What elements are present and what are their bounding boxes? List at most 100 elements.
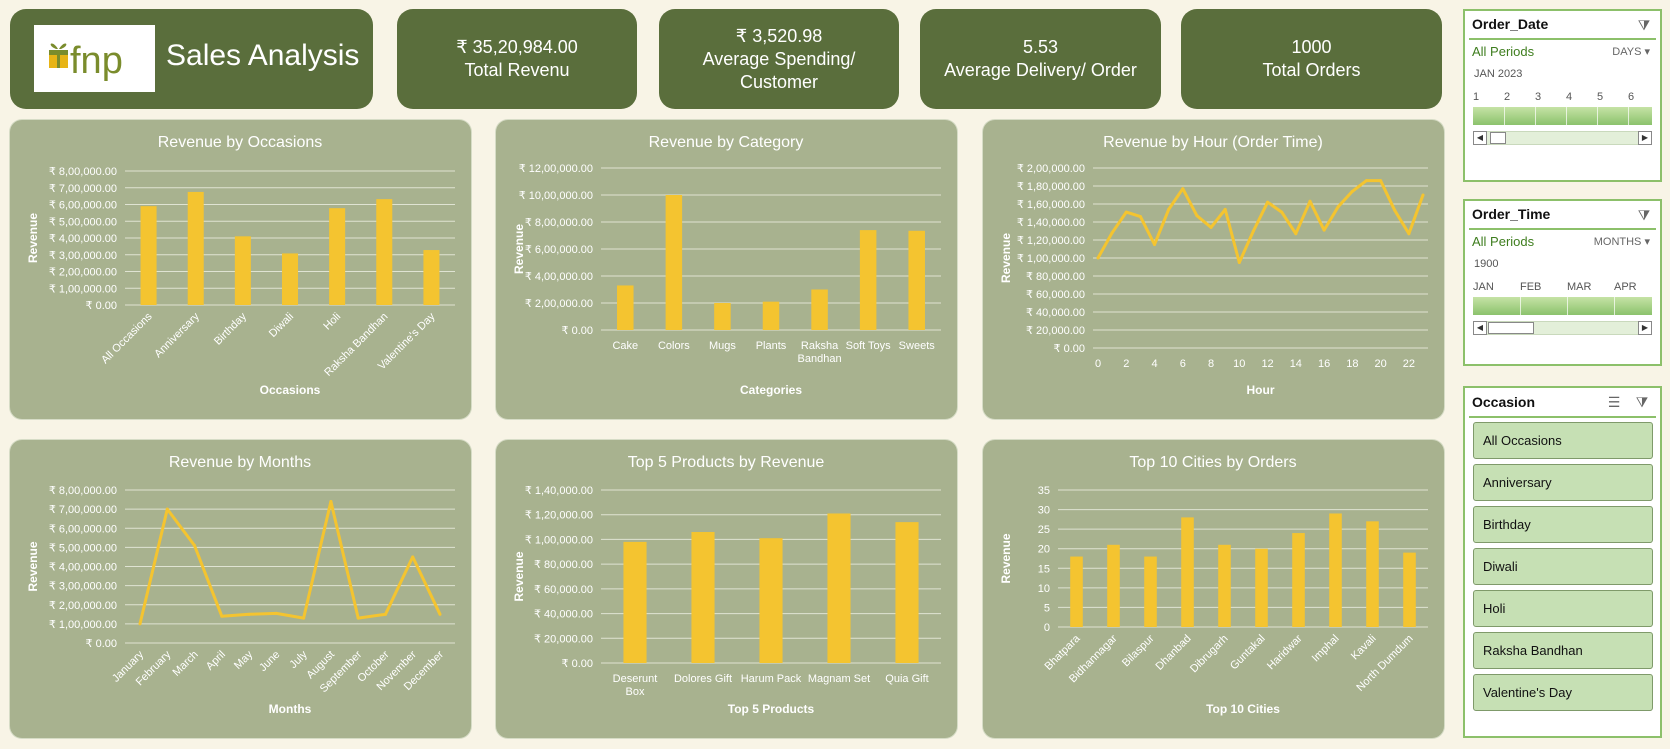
slicer-title: Occasion bbox=[1472, 394, 1536, 410]
chart-revenue-by-occasions[interactable]: Revenue by Occasions ₹ 0.00 ₹ 1,00,000.00 ₹… bbox=[10, 120, 471, 419]
bar bbox=[234, 236, 251, 305]
y-tick-label: ₹ 0.00 bbox=[86, 638, 117, 650]
chart-revenue-by-hour[interactable]: Revenue by Hour (Order Time) ₹ 0.00 ₹ 20,0… bbox=[983, 120, 1444, 419]
occasion-option[interactable]: Birthday bbox=[1473, 506, 1653, 543]
occasion-option[interactable]: Holi bbox=[1473, 590, 1653, 627]
x-tick-label: Harum Pack bbox=[741, 673, 802, 685]
bar bbox=[691, 532, 715, 663]
all-periods-link[interactable]: All Periods bbox=[1472, 44, 1535, 59]
x-tick-label: 8 bbox=[1208, 358, 1214, 370]
x-tick-label: 18 bbox=[1346, 358, 1358, 370]
bar bbox=[1107, 544, 1120, 627]
data-point bbox=[1407, 232, 1411, 236]
kpi-value: 5.53 bbox=[1022, 37, 1059, 57]
clear-filter-icon[interactable]: ⧩ bbox=[1637, 17, 1651, 33]
multi-select-icon[interactable]: ☰ bbox=[1607, 394, 1621, 410]
all-periods-link[interactable]: All Periods bbox=[1472, 234, 1535, 249]
timeline-scrollbar[interactable]: ◀ ▶ bbox=[1473, 321, 1652, 335]
kpi-label: Average Delivery/ Order bbox=[944, 60, 1137, 80]
chart-top10-cities[interactable]: Top 10 Cities by Orders 0 5 10 15 20 25 30 35 Rev… bbox=[983, 440, 1444, 738]
y-tick-label: ₹ 3,00,000.00 bbox=[49, 250, 117, 262]
scroll-right-icon[interactable]: ▶ bbox=[1638, 131, 1652, 145]
bar bbox=[1181, 517, 1194, 627]
slicer-order-time[interactable]: Order_Time ⧩ All Periods MONTHS ▾ 1900 J… bbox=[1463, 199, 1662, 366]
x-tick-label: Cake bbox=[612, 340, 638, 352]
timeline-bar[interactable] bbox=[1473, 297, 1652, 315]
y-axis-label: Revenue bbox=[26, 213, 40, 263]
clear-filter-icon[interactable]: ⧩ bbox=[1637, 207, 1651, 223]
x-tick-label: July bbox=[287, 648, 310, 671]
scroll-left-icon[interactable]: ◀ bbox=[1473, 131, 1487, 145]
chart-svg: Top 10 Cities by Orders 0 5 10 15 20 25 30 35 Rev… bbox=[999, 454, 1428, 716]
scroll-left-icon[interactable]: ◀ bbox=[1473, 321, 1487, 335]
x-tick-label: Anniversary bbox=[152, 310, 202, 360]
chart-title: Revenue by Category bbox=[649, 134, 804, 151]
slicer-occasion[interactable]: Occasion ☰ ⧩ All Occasions Anniversary Bir… bbox=[1463, 386, 1662, 738]
bar bbox=[1329, 513, 1342, 627]
chart-revenue-by-category[interactable]: Revenue by Category ₹ 0.00 ₹ 2,00,000.00 ₹ … bbox=[496, 120, 957, 419]
x-tick-label: 0 bbox=[1095, 358, 1101, 370]
y-tick-label: ₹ 1,00,000.00 bbox=[49, 283, 117, 295]
x-tick-label: Sweets bbox=[899, 340, 936, 352]
scroll-thumb[interactable] bbox=[1490, 132, 1506, 144]
data-point bbox=[329, 499, 333, 503]
chart-title: Revenue by Months bbox=[169, 454, 311, 471]
scroll-right-icon[interactable]: ▶ bbox=[1638, 321, 1652, 335]
kpi-value: 1000 bbox=[1291, 37, 1332, 57]
y-tick-label: 30 bbox=[1038, 505, 1050, 517]
x-tick-label: Box bbox=[626, 686, 645, 698]
data-point bbox=[247, 612, 251, 616]
y-tick-label: ₹ 3,00,000.00 bbox=[49, 581, 117, 593]
x-tick-label: June bbox=[257, 649, 282, 674]
kpi-value: ₹ 35,20,984.00 bbox=[456, 37, 578, 57]
slicer-order-date[interactable]: Order_Date ⧩ All Periods DAYS ▾ JAN 2023… bbox=[1463, 9, 1662, 182]
occasion-option[interactable]: All Occasions bbox=[1473, 422, 1653, 459]
bar bbox=[714, 303, 731, 330]
occasion-option[interactable]: Diwali bbox=[1473, 548, 1653, 585]
data-point bbox=[1195, 214, 1199, 218]
time-level-dropdown[interactable]: MONTHS ▾ bbox=[1594, 235, 1650, 248]
bar bbox=[1070, 556, 1083, 627]
timeline-bar[interactable] bbox=[1473, 107, 1652, 125]
bar bbox=[759, 538, 783, 663]
x-axis-label: Hour bbox=[1247, 383, 1275, 397]
y-tick-label: ₹ 5,00,000.00 bbox=[49, 542, 117, 554]
data-point bbox=[1124, 210, 1128, 214]
timeline-scrollbar[interactable]: ◀ ▶ bbox=[1473, 131, 1652, 145]
bar bbox=[859, 230, 877, 330]
x-tick-label: 14 bbox=[1290, 358, 1302, 370]
time-level-dropdown[interactable]: DAYS ▾ bbox=[1612, 45, 1650, 58]
y-axis-label: Revenue bbox=[999, 533, 1013, 583]
clear-filter-icon[interactable]: ⧩ bbox=[1635, 394, 1649, 410]
data-point bbox=[220, 614, 224, 618]
chart-top5-products[interactable]: Top 5 Products by Revenue ₹ 0.00 ₹ 20,000.… bbox=[496, 440, 957, 738]
data-point bbox=[1379, 179, 1383, 183]
divider bbox=[1469, 416, 1656, 418]
y-tick-label: 35 bbox=[1038, 485, 1050, 497]
x-tick-label: 6 bbox=[1180, 358, 1186, 370]
x-tick-label: Birthday bbox=[212, 310, 249, 347]
chart-revenue-by-months[interactable]: Revenue by Months ₹ 0.00 ₹ 1,00,000.00 ₹ 2,… bbox=[10, 440, 471, 738]
y-tick-label: ₹ 4,00,000.00 bbox=[525, 271, 593, 283]
occasion-option[interactable]: Valentine's Day bbox=[1473, 674, 1653, 711]
bar bbox=[665, 195, 683, 330]
divider bbox=[1469, 38, 1656, 40]
data-point bbox=[1336, 205, 1340, 209]
y-tick-label: ₹ 8,00,000.00 bbox=[49, 166, 117, 178]
divider bbox=[1469, 228, 1656, 230]
x-tick-label: Mugs bbox=[709, 340, 736, 352]
chart-svg: Revenue by Months ₹ 0.00 ₹ 1,00,000.00 ₹ 2,… bbox=[26, 454, 455, 716]
occasion-option[interactable]: Anniversary bbox=[1473, 464, 1653, 501]
y-tick-label: ₹ 1,00,000.00 bbox=[1017, 253, 1085, 265]
y-tick-label: 15 bbox=[1038, 563, 1050, 575]
x-tick-label: Colors bbox=[658, 340, 690, 352]
bar bbox=[187, 191, 204, 305]
timeline-tick: JAN bbox=[1473, 281, 1494, 293]
kpi-total-revenue: ₹ 35,20,984.00 Total Revenu bbox=[397, 9, 637, 109]
timeline-tick: 6 bbox=[1628, 91, 1635, 103]
scroll-thumb[interactable] bbox=[1488, 322, 1534, 334]
occasion-option[interactable]: Raksha Bandhan bbox=[1473, 632, 1653, 669]
bar bbox=[329, 208, 346, 305]
y-tick-label: ₹ 1,20,000.00 bbox=[1017, 235, 1085, 247]
fnp-logo: fnp bbox=[34, 25, 155, 92]
